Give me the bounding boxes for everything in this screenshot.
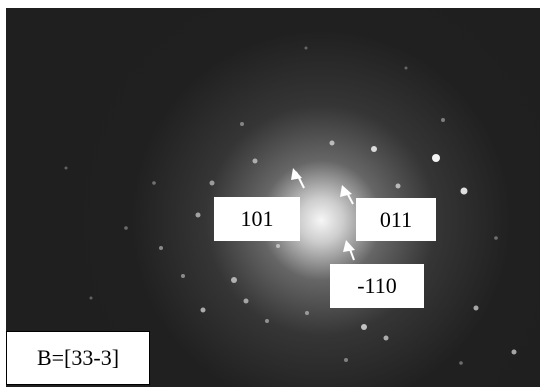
diffraction-spot <box>124 226 128 230</box>
diffraction-spots <box>64 46 517 365</box>
diffraction-spot <box>243 298 249 304</box>
diffraction-spot <box>240 122 244 126</box>
diffraction-spot <box>231 277 237 283</box>
diffraction-spot <box>404 66 408 70</box>
reflection-label-minus-110: -110 <box>330 264 424 308</box>
diffraction-spot <box>344 358 348 362</box>
diffraction-spot <box>383 335 389 341</box>
arrow-pointer-icon <box>340 185 354 205</box>
reflection-label-101: 101 <box>214 197 300 241</box>
zone-axis-label: B=[33-3] <box>6 331 150 385</box>
reflection-label-011: 011 <box>356 198 436 241</box>
diffraction-spot <box>473 305 479 311</box>
diffraction-spot <box>395 183 401 189</box>
diffraction-spot <box>152 181 156 185</box>
diffraction-spot <box>252 158 258 164</box>
diffraction-spot <box>511 349 517 355</box>
diffraction-spot <box>89 296 93 300</box>
arrow-pointer-icon <box>291 168 305 189</box>
diffraction-spot <box>441 118 445 122</box>
diffraction-spot <box>361 324 367 330</box>
arrow-pointer-icon <box>343 240 355 261</box>
diffraction-spot <box>460 187 468 195</box>
diffraction-spot <box>200 307 206 313</box>
diffraction-spot <box>159 246 163 250</box>
diffraction-spot <box>64 166 68 170</box>
diffraction-spot <box>305 311 309 315</box>
diffraction-spot <box>304 46 308 50</box>
diffraction-spot <box>276 244 280 248</box>
diffraction-spot <box>459 361 463 365</box>
diffraction-spot <box>265 319 269 323</box>
diffraction-spot <box>432 154 440 162</box>
diffraction-spot <box>494 236 498 240</box>
diffraction-spot <box>195 212 201 218</box>
diffraction-spot <box>209 180 215 186</box>
diffraction-spot <box>371 146 377 152</box>
diffraction-spot <box>181 274 185 278</box>
diffraction-spot <box>329 140 335 146</box>
